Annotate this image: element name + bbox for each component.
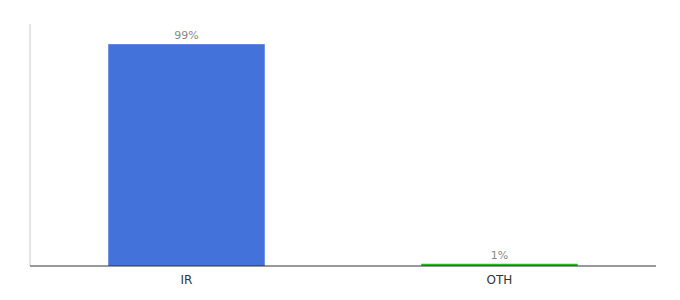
x-axis-line — [30, 266, 656, 267]
chart: IR OTH 99% 1% — [0, 0, 680, 300]
data-label: 99% — [174, 29, 198, 42]
x-tick-label: IR — [181, 273, 193, 287]
y-axis-line — [30, 24, 31, 266]
x-tick-label: OTH — [487, 273, 513, 287]
bar — [108, 44, 265, 266]
bars — [108, 44, 578, 266]
data-label: 1% — [491, 249, 508, 262]
